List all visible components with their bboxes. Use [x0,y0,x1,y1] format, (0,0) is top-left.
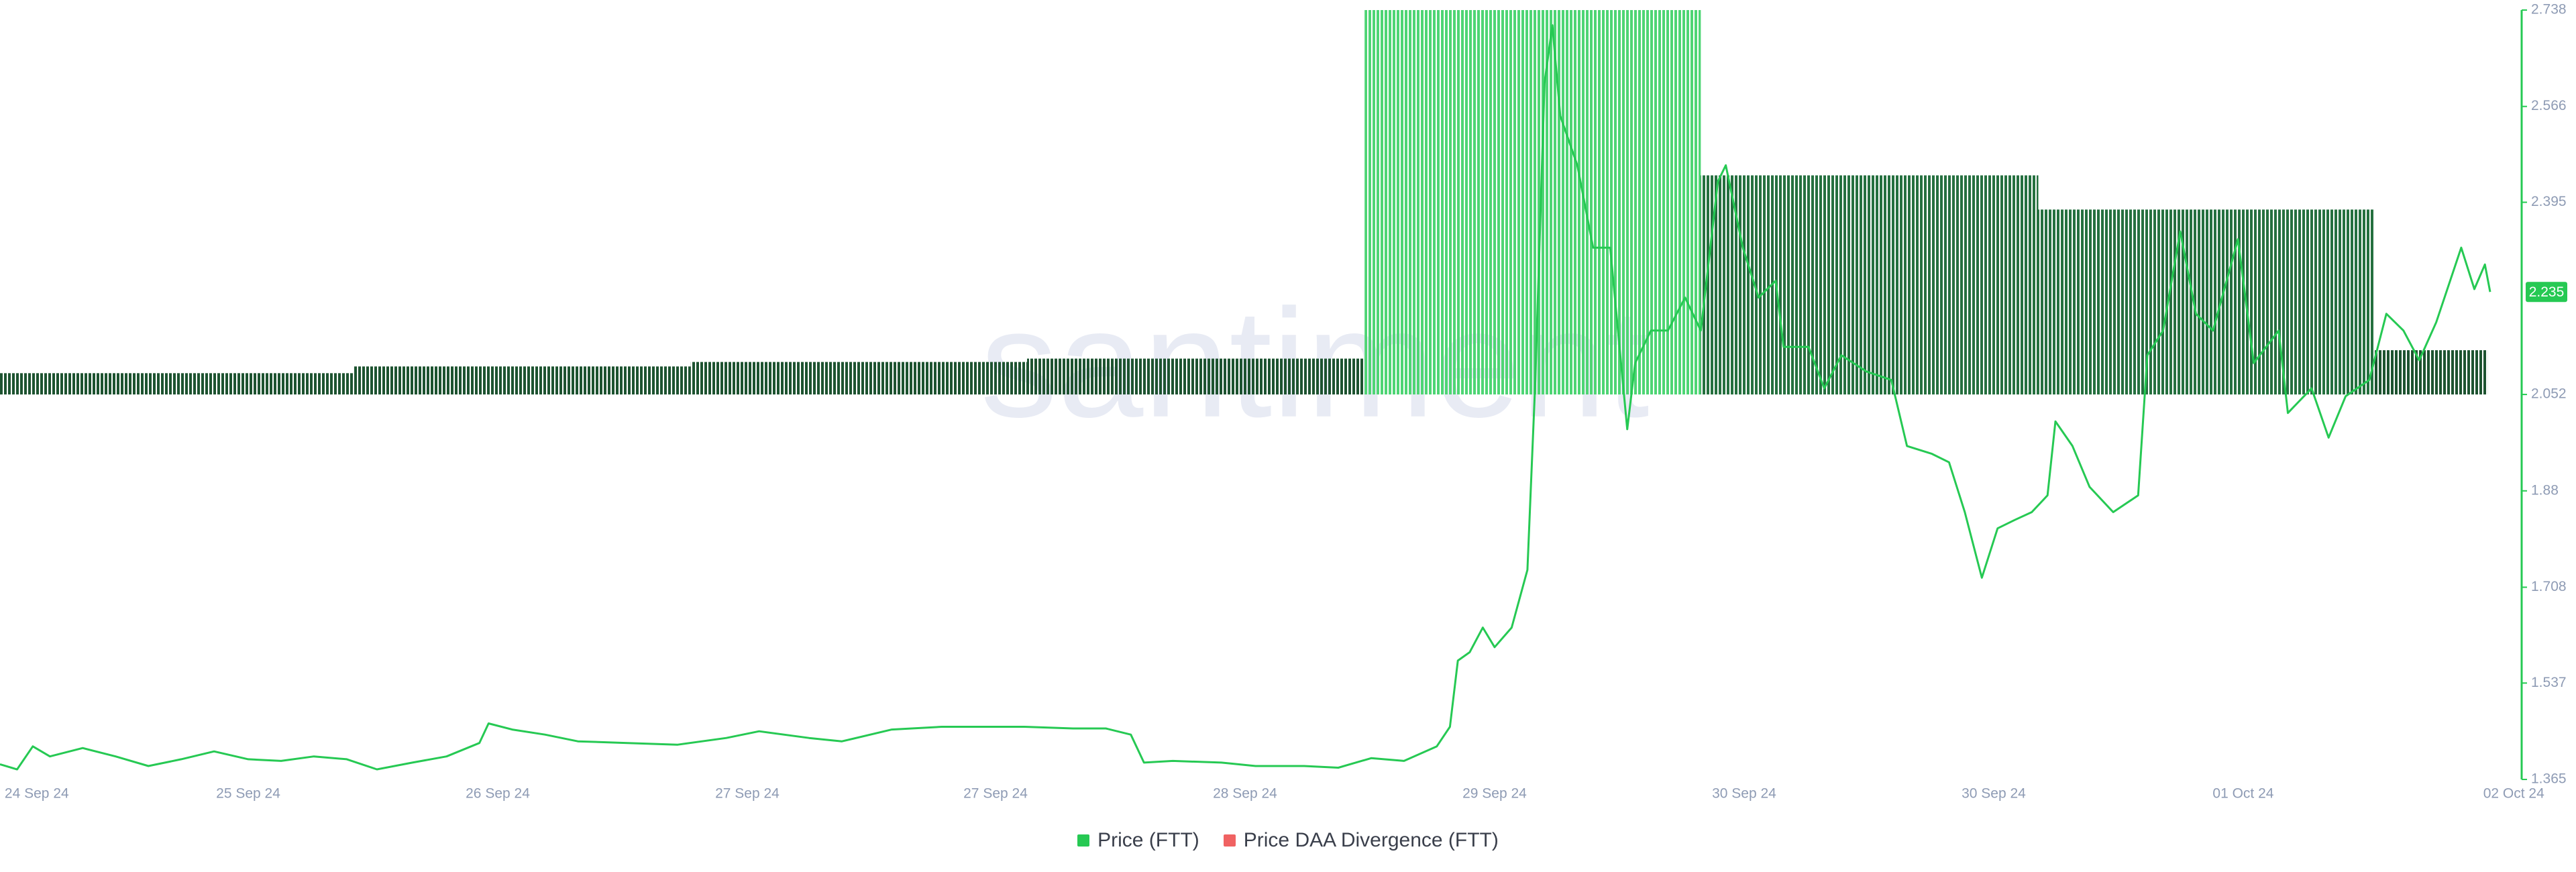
x-tick-label: 02 Oct 24 [2483,786,2544,802]
bar [1701,175,2039,395]
y-tick-label: 2.566 [2531,98,2567,113]
legend: Price (FTT) Price DAA Divergence (FTT) [0,829,2576,852]
y-tick-label: 1.537 [2531,675,2567,690]
x-tick-label: 27 Sep 24 [963,786,1028,802]
x-tick-label: 01 Oct 24 [2212,786,2273,802]
x-tick-label: 25 Sep 24 [216,786,280,802]
bar [353,366,691,395]
chart: santiment 1.3651.5371.7081.882.0522.3952… [0,2,2567,802]
x-tick-label: 26 Sep 24 [466,786,530,802]
bar [0,373,354,395]
legend-label: Price (FTT) [1097,829,1199,851]
y-tick-label: 1.88 [2531,482,2559,498]
bar [2374,350,2488,395]
bar [690,362,1028,395]
y-tick-label: 2.738 [2531,2,2567,17]
legend-item[interactable]: Price (FTT) [1077,829,1199,852]
bar [2038,209,2375,395]
x-tick-label: 27 Sep 24 [715,786,780,802]
last-value-label: 2.235 [2529,284,2565,300]
x-tick-label: 24 Sep 24 [5,786,69,802]
x-tick-label: 28 Sep 24 [1213,786,1277,802]
x-tick-label: 29 Sep 24 [1462,786,1527,802]
y-tick-label: 2.052 [2531,386,2567,402]
bar [1027,358,1365,395]
price-line [0,24,2491,771]
x-tick-label: 30 Sep 24 [1962,786,2026,802]
legend-swatch [1223,834,1236,847]
y-tick-label: 1.365 [2531,771,2567,787]
legend-label: Price DAA Divergence (FTT) [1243,829,1499,851]
y-tick-label: 1.708 [2531,579,2567,594]
last-value-badge [2526,282,2567,303]
y-tick-label: 2.395 [2531,194,2567,209]
legend-item[interactable]: Price DAA Divergence (FTT) [1223,829,1499,852]
legend-swatch [1077,834,1090,847]
bar [1364,10,1701,395]
x-tick-label: 30 Sep 24 [1712,786,1776,802]
